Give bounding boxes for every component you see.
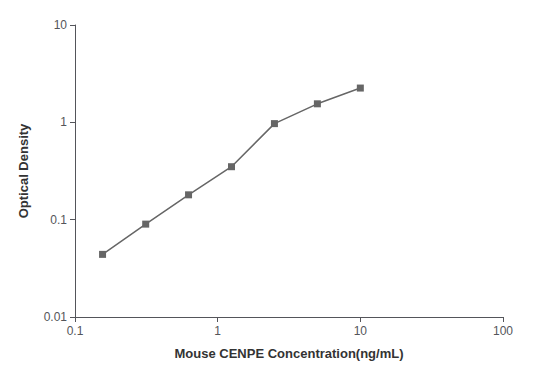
svg-text:1: 1 (60, 115, 67, 129)
svg-text:100: 100 (493, 324, 513, 338)
svg-text:0.1: 0.1 (67, 324, 84, 338)
svg-text:0.1: 0.1 (50, 213, 67, 227)
svg-text:0.01: 0.01 (44, 310, 68, 324)
svg-text:Optical Density: Optical Density (16, 123, 31, 218)
svg-text:1: 1 (214, 324, 221, 338)
svg-text:Mouse CENPE Concentration(ng/m: Mouse CENPE Concentration(ng/mL) (175, 346, 404, 361)
svg-text:10: 10 (354, 324, 368, 338)
svg-text:10: 10 (54, 18, 68, 32)
